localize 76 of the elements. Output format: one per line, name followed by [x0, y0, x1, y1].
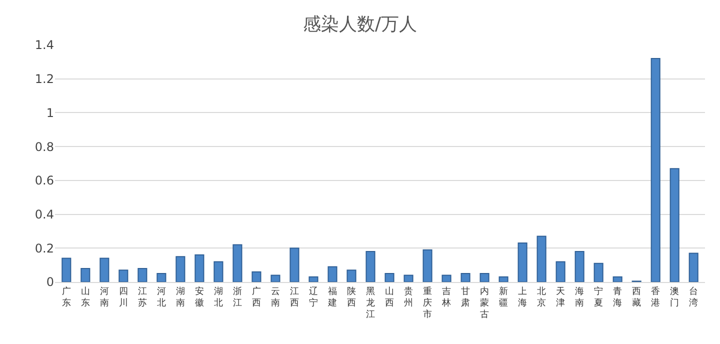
bar: [688, 252, 698, 282]
bar: [442, 274, 452, 282]
bar: [176, 256, 186, 282]
y-tick-label: 0: [46, 275, 54, 290]
bar: [118, 270, 128, 282]
y-tick-label: 0.6: [34, 174, 54, 188]
x-tick-label: 北京: [537, 286, 546, 308]
x-tick-label: 福建: [326, 286, 337, 308]
bar: [62, 258, 72, 282]
bar: [156, 273, 166, 282]
y-tick-label: 0.4: [34, 207, 54, 222]
bar: [498, 276, 508, 282]
bar: [612, 276, 622, 282]
x-tick-label: 辽宁: [308, 286, 318, 308]
bar: [80, 268, 90, 282]
bar: [594, 262, 604, 282]
x-tick-label: 台湾: [689, 286, 698, 308]
x-tick-label: 四川: [118, 286, 128, 308]
x-tick-label: 贵州: [404, 286, 414, 308]
bar: [308, 276, 318, 282]
x-tick-label: 陕西: [346, 286, 356, 308]
bar: [670, 168, 680, 282]
bar: [270, 274, 280, 282]
bar: [194, 254, 204, 282]
x-tick-label: 广东: [62, 286, 71, 308]
y-tick-label: 0.8: [34, 140, 54, 154]
x-tick-label: 江苏: [138, 286, 147, 308]
bar: [232, 244, 242, 282]
chart-title: 感染人数/万人: [302, 14, 418, 35]
bar: [366, 251, 376, 282]
x-tick-label: 香港: [651, 286, 660, 308]
bar: [518, 242, 528, 282]
x-tick-label: 澳门: [670, 286, 680, 308]
bar: [422, 249, 432, 282]
x-tick-label: 内蒙古: [480, 286, 490, 320]
x-tick-label: 湖北: [214, 286, 223, 308]
x-tick-label: 青海: [613, 286, 622, 308]
x-tick-label: 河北: [156, 286, 166, 308]
bar: [138, 268, 148, 282]
bar: [252, 271, 262, 282]
x-tick-label: 黑龙江: [366, 286, 375, 320]
x-tick-label: 山东: [80, 286, 90, 308]
y-tick-label: 1.2: [34, 72, 54, 86]
x-tick-label: 安徽: [194, 286, 204, 308]
x-tick-label: 广西: [252, 286, 261, 308]
x-tick-label: 湖南: [176, 286, 185, 308]
bar: [328, 266, 338, 282]
y-tick-label: 0.2: [34, 241, 54, 256]
bar: [460, 273, 470, 282]
x-tick-label: 重庆市: [423, 286, 432, 320]
x-tick-label: 天津: [556, 286, 566, 308]
bar: [404, 274, 414, 282]
bar: [556, 261, 566, 282]
y-tick-label: 1.4: [34, 38, 54, 52]
bar: [290, 248, 300, 282]
bar: [346, 270, 356, 282]
x-tick-label: 吉林: [441, 286, 452, 308]
x-tick-label: 浙江: [232, 286, 242, 308]
bar: [384, 273, 394, 282]
bar: [650, 58, 660, 282]
x-tick-label: 河南: [100, 286, 109, 308]
x-tick-label: 云南: [270, 286, 280, 308]
bar: [100, 258, 110, 282]
bar: [574, 251, 584, 282]
x-tick-label: 甘肃: [461, 286, 470, 308]
bar: [214, 261, 224, 282]
x-tick-label: 西藏: [632, 286, 642, 308]
y-tick-label: 1: [46, 106, 54, 120]
x-tick-label: 新疆: [499, 286, 508, 308]
x-tick-label: 江西: [290, 286, 299, 308]
x-tick-label: 山西: [385, 286, 394, 308]
bar: [536, 236, 546, 282]
x-tick-label: 上海: [518, 286, 528, 308]
x-tick-label: 海南: [575, 286, 584, 308]
x-tick-label: 宁夏: [594, 286, 604, 308]
bar: [480, 273, 490, 282]
